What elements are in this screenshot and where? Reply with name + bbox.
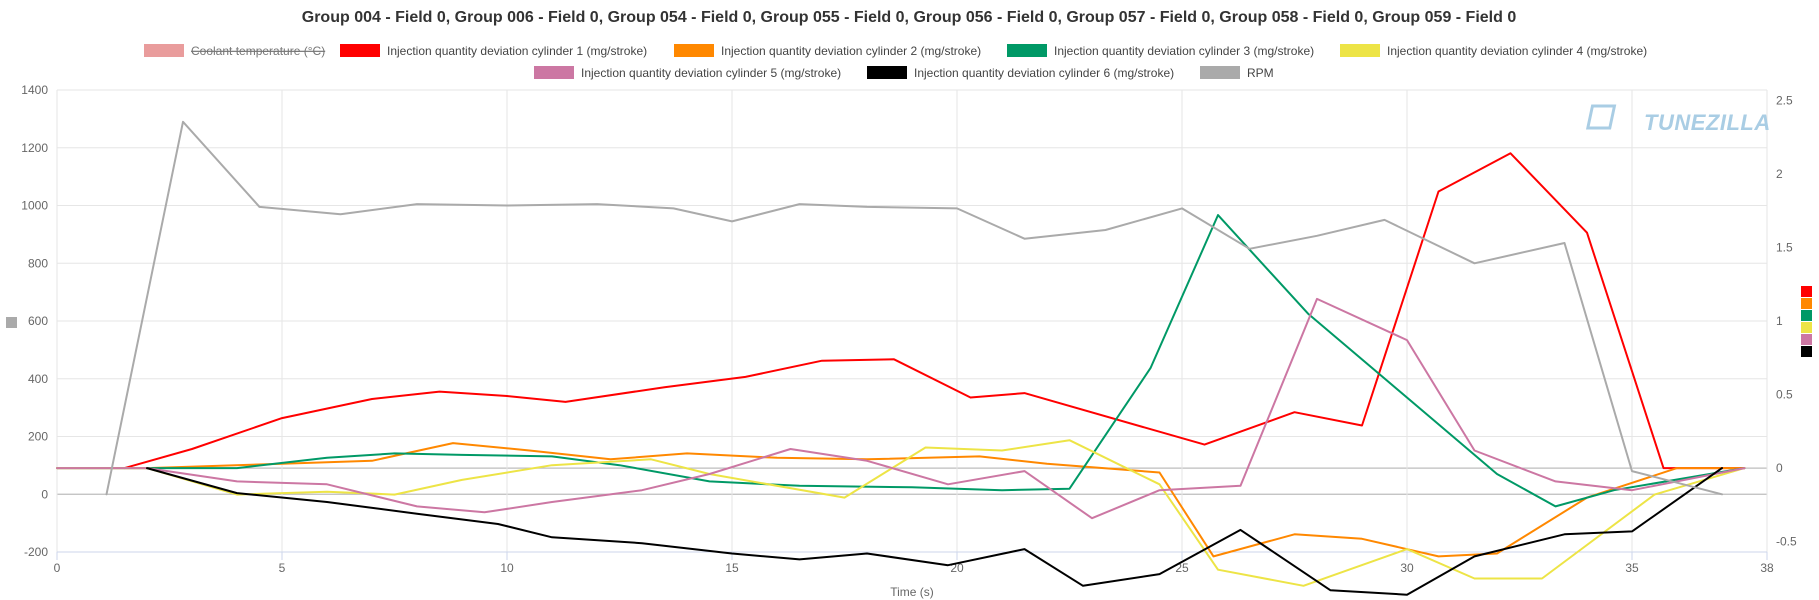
right-axis-series-marker [1801,286,1812,297]
x-axis-tick-label: 5 [279,561,286,575]
chart-title: Group 004 - Field 0, Group 006 - Field 0… [302,9,1517,26]
right-axis-tick-label: 1 [1776,314,1783,328]
right-axis-series-marker [1801,334,1812,345]
x-axis-tick-label: 0 [54,561,61,575]
series-line [56,442,1746,558]
tunezilla-logo: TUNEZILLA [1585,104,1771,135]
left-axis-tick-label: 600 [28,314,48,328]
logo-mark [1585,104,1617,130]
x-axis-title: Time (s) [890,585,934,599]
legend-item[interactable]: Injection quantity deviation cylinder 6 … [867,66,1174,80]
right-axis-tick-label: 2 [1776,167,1783,181]
legend-swatch [674,44,714,57]
x-axis-tick-label: 10 [500,561,514,575]
legend-item[interactable]: Injection quantity deviation cylinder 3 … [1007,44,1314,58]
x-axis-tick-label: 30 [1400,561,1414,575]
x-axis-tick-label: 38 [1760,561,1774,575]
legend-label: Injection quantity deviation cylinder 5 … [581,66,841,80]
x-axis: 0 5 10 15 20 25 30 35 38 [54,551,1774,575]
right-axis-series-marker [1801,322,1812,333]
left-axis-tick-label: 1000 [21,199,48,213]
series-lines [56,120,1746,596]
right-axis-series-marker [1801,298,1812,309]
x-axis-tick-label: 15 [725,561,739,575]
legend-label: Injection quantity deviation cylinder 6 … [914,66,1174,80]
left-axis-tick-label: 200 [28,430,48,444]
right-axis-tick-label: 1.5 [1776,240,1793,254]
series-color-markers [1801,286,1812,357]
legend-label: Injection quantity deviation cylinder 3 … [1054,44,1314,58]
legend-item[interactable]: Injection quantity deviation cylinder 4 … [1340,44,1647,58]
legend-label: Coolant temperature (°C) [191,44,325,58]
legend-item[interactable]: Injection quantity deviation cylinder 2 … [674,44,981,58]
right-y-axis: -0.5 0 0.5 1 1.5 2 2.5 [1766,90,1797,552]
legend-item[interactable]: Injection quantity deviation cylinder 5 … [534,66,841,80]
legend-swatch [340,44,380,57]
left-axis-tick-label: 1400 [21,83,48,97]
legend-swatch [534,66,574,79]
legend-swatch [144,44,184,57]
logo-text: TUNEZILLA [1644,110,1771,135]
series-line [105,120,1723,496]
legend-item[interactable]: RPM [1200,66,1274,80]
series-line [123,152,1746,470]
left-axis-tick-label: 400 [28,372,48,386]
legend-swatch [1200,66,1240,79]
legend-item[interactable]: Coolant temperature (°C) [144,44,325,58]
right-axis-series-marker [1801,346,1812,357]
legend-label: Injection quantity deviation cylinder 1 … [387,44,647,58]
right-axis-tick-label: 2.5 [1776,93,1793,107]
series-line [56,297,1746,520]
series-line [56,214,1746,508]
right-axis-tick-label: 0.5 [1776,388,1793,402]
legend-swatch [1007,44,1047,57]
left-axis-tick-label: 0 [41,487,48,501]
legend: Coolant temperature (°C) Injection quanti… [144,44,1647,80]
right-axis-tick-label: 0 [1776,461,1783,475]
right-axis-series-marker [1801,310,1812,321]
legend-label: Injection quantity deviation cylinder 2 … [721,44,981,58]
gridlines [56,89,1768,553]
x-axis-tick-label: 35 [1625,561,1639,575]
left-axis-tick-label: 1200 [21,141,48,155]
x-axis-tick-label: 25 [1175,561,1189,575]
left-axis-tick-label: 800 [28,256,48,270]
legend-label: RPM [1247,66,1274,80]
legend-swatch [867,66,907,79]
left-axis-series-marker [6,317,17,328]
left-axis-tick-label: -200 [24,545,48,559]
right-axis-tick-label: -0.5 [1776,535,1797,549]
legend-item[interactable]: Injection quantity deviation cylinder 1 … [340,44,647,58]
legend-label: Injection quantity deviation cylinder 4 … [1387,44,1647,58]
series-line [146,467,1723,596]
legend-swatch [1340,44,1380,57]
left-y-axis: -200 0 200 400 600 800 1000 1200 1400 [6,83,58,559]
